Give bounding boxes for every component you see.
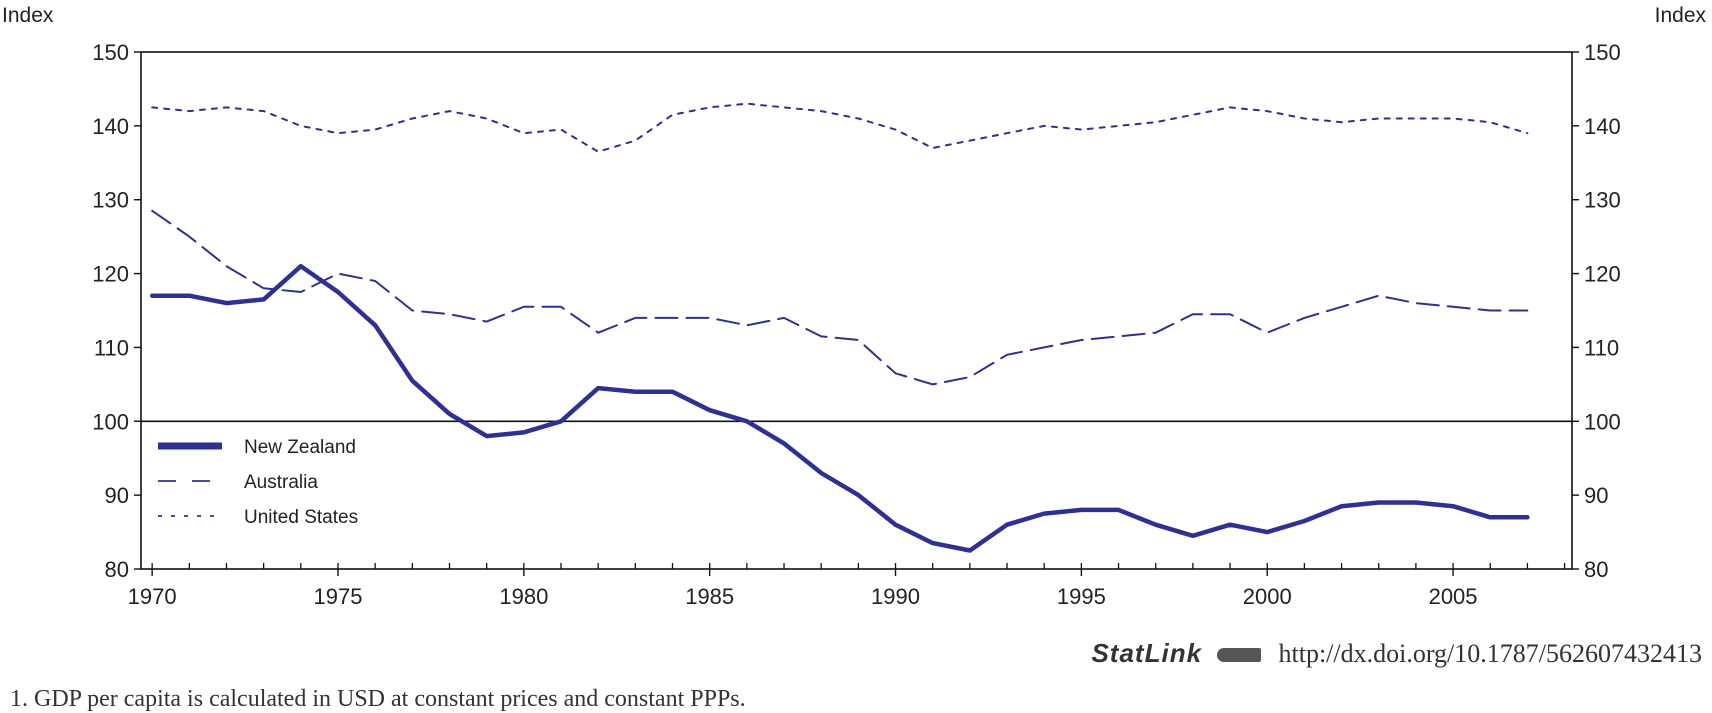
y-tick-label-left: 100 bbox=[92, 409, 129, 434]
y-tick-label-left: 110 bbox=[94, 335, 129, 360]
x-tick-label: 1985 bbox=[685, 584, 734, 609]
y-tick-label-right: 100 bbox=[1584, 409, 1621, 434]
y-tick-label-left: 150 bbox=[92, 40, 129, 65]
plot-frame bbox=[140, 51, 1573, 570]
y-tick-label-right: 110 bbox=[1584, 335, 1619, 360]
y-tick-label-right: 150 bbox=[1584, 40, 1621, 65]
x-tick-label: 1975 bbox=[314, 584, 363, 609]
statlink-logo-icon bbox=[1217, 648, 1262, 663]
legend: New Zealand Australia United States bbox=[158, 437, 358, 528]
y-tick-label-right: 90 bbox=[1584, 483, 1608, 508]
y-tick-label-left: 90 bbox=[105, 483, 129, 508]
statlink-url[interactable]: http://dx.doi.org/10.1787/562607432413 bbox=[1278, 639, 1702, 668]
x-tick-label: 2005 bbox=[1429, 584, 1478, 609]
x-tick-label: 2000 bbox=[1243, 584, 1292, 609]
y-tick-label-right: 120 bbox=[1584, 262, 1621, 287]
footnote: 1. GDP per capita is calculated in USD a… bbox=[10, 686, 746, 712]
series-line-united-states bbox=[151, 102, 1529, 153]
x-tick-label: 1995 bbox=[1057, 584, 1106, 609]
x-tick-label: 1980 bbox=[499, 584, 548, 609]
y-tick-label-left: 130 bbox=[92, 188, 129, 213]
series-line-new-zealand bbox=[149, 263, 1530, 553]
x-tick-label: 1970 bbox=[128, 584, 177, 609]
y-tick-label-right: 130 bbox=[1584, 188, 1621, 213]
x-tick-label: 1990 bbox=[871, 584, 920, 609]
y-tick-label-left: 120 bbox=[92, 262, 129, 287]
legend-label-new-zealand: New Zealand bbox=[244, 437, 356, 458]
y-tick-label-right: 80 bbox=[1584, 557, 1608, 582]
statlink[interactable]: StatLink http://dx.doi.org/10.1787/56260… bbox=[1091, 638, 1702, 669]
y-axis-title-left: Index bbox=[2, 4, 54, 27]
legend-label-australia: Australia bbox=[244, 472, 318, 493]
y-tick-label-right: 140 bbox=[1584, 114, 1621, 139]
y-tick-label-left: 80 bbox=[105, 557, 129, 582]
statlink-brand: StatLink bbox=[1091, 638, 1203, 668]
series-line-australia bbox=[151, 209, 1529, 386]
legend-label-united-states: United States bbox=[244, 507, 358, 528]
y-tick-label-left: 140 bbox=[92, 114, 129, 139]
y-axis-title-right: Index bbox=[1655, 4, 1707, 27]
